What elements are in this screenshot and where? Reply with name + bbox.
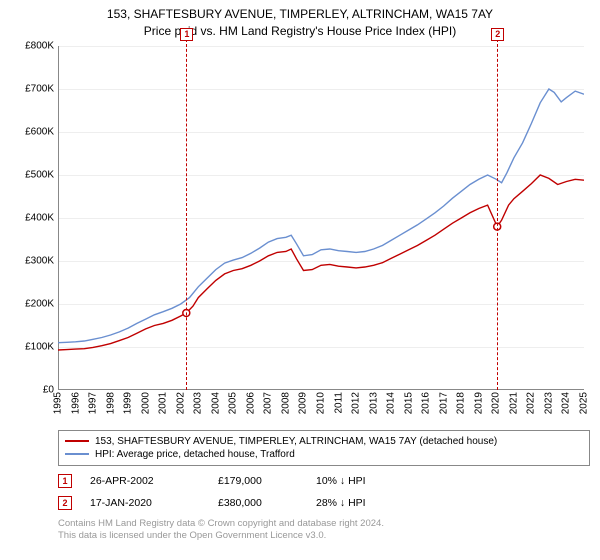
footer-line-2: This data is licensed under the Open Gov… — [58, 530, 590, 542]
x-tick-label: 2007 — [263, 392, 274, 414]
x-tick-label: 2010 — [316, 392, 327, 414]
event-number-box: 1 — [58, 474, 72, 488]
y-tick-label: £400K — [25, 212, 54, 223]
event-diff: 28% ↓ HPI — [316, 497, 366, 509]
legend-row: HPI: Average price, detached house, Traf… — [65, 448, 583, 461]
x-tick-label: 2005 — [228, 392, 239, 414]
legend-label: HPI: Average price, detached house, Traf… — [95, 449, 295, 460]
footer-line-1: Contains HM Land Registry data © Crown c… — [58, 518, 590, 530]
series-line — [58, 89, 584, 343]
event-date: 26-APR-2002 — [90, 475, 200, 487]
x-tick-label: 2021 — [508, 392, 519, 414]
x-tick-label: 2000 — [140, 392, 151, 414]
x-tick-label: 2011 — [333, 392, 344, 414]
footer: Contains HM Land Registry data © Crown c… — [58, 518, 590, 543]
legend-swatch — [65, 440, 89, 442]
x-axis: 1995199619971998199920002001200220032004… — [58, 390, 584, 424]
event-dash — [186, 34, 187, 390]
x-tick-label: 2001 — [158, 392, 169, 414]
y-tick-label: £300K — [25, 255, 54, 266]
x-tick-label: 2013 — [368, 392, 379, 414]
event-dash — [497, 34, 498, 390]
x-tick-label: 1997 — [88, 392, 99, 414]
y-axis: £0£100K£200K£300K£400K£500K£600K£700K£80… — [10, 46, 58, 390]
x-tick-label: 2023 — [543, 392, 554, 414]
x-tick-label: 1996 — [70, 392, 81, 414]
event-row: 2 17-JAN-2020 £380,000 28% ↓ HPI — [58, 496, 590, 510]
x-tick-label: 2008 — [280, 392, 291, 414]
event-diff: 10% ↓ HPI — [316, 475, 366, 487]
y-tick-label: £100K — [25, 341, 54, 352]
x-tick-label: 2004 — [210, 392, 221, 414]
x-tick-label: 2006 — [245, 392, 256, 414]
x-tick-label: 2017 — [438, 392, 449, 414]
x-tick-label: 2002 — [175, 392, 186, 414]
event-price: £179,000 — [218, 475, 298, 487]
event-price: £380,000 — [218, 497, 298, 509]
y-tick-label: £200K — [25, 298, 54, 309]
event-marker-box: 2 — [491, 28, 504, 41]
x-tick-label: 2014 — [386, 392, 397, 414]
legend-row: 153, SHAFTESBURY AVENUE, TIMPERLEY, ALTR… — [65, 435, 583, 448]
x-tick-label: 2009 — [298, 392, 309, 414]
legend-label: 153, SHAFTESBURY AVENUE, TIMPERLEY, ALTR… — [95, 436, 497, 447]
y-tick-label: £800K — [25, 40, 54, 51]
x-tick-label: 2015 — [403, 392, 414, 414]
legend-swatch — [65, 453, 89, 455]
event-date: 17-JAN-2020 — [90, 497, 200, 509]
x-tick-label: 2025 — [579, 392, 590, 414]
event-row: 1 26-APR-2002 £179,000 10% ↓ HPI — [58, 474, 590, 488]
x-tick-label: 2012 — [351, 392, 362, 414]
x-tick-label: 1999 — [123, 392, 134, 414]
x-tick-label: 1998 — [105, 392, 116, 414]
chart-area: £0£100K£200K£300K£400K£500K£600K£700K£80… — [10, 46, 590, 424]
y-tick-label: £500K — [25, 169, 54, 180]
x-tick-label: 2024 — [561, 392, 572, 414]
event-marker-box: 1 — [180, 28, 193, 41]
chart-title: 153, SHAFTESBURY AVENUE, TIMPERLEY, ALTR… — [0, 0, 600, 40]
x-tick-label: 2018 — [456, 392, 467, 414]
x-tick-label: 2020 — [491, 392, 502, 414]
event-number-box: 2 — [58, 496, 72, 510]
y-tick-label: £600K — [25, 126, 54, 137]
events-table: 1 26-APR-2002 £179,000 10% ↓ HPI 2 17-JAN-202… — [58, 474, 590, 510]
x-tick-label: 2022 — [526, 392, 537, 414]
x-tick-label: 2003 — [193, 392, 204, 414]
y-tick-label: £700K — [25, 83, 54, 94]
x-tick-label: 2019 — [473, 392, 484, 414]
legend: 153, SHAFTESBURY AVENUE, TIMPERLEY, ALTR… — [58, 430, 590, 466]
x-tick-label: 2016 — [421, 392, 432, 414]
title-line-2: Price paid vs. HM Land Registry's House … — [0, 23, 600, 40]
x-tick-label: 1995 — [53, 392, 64, 414]
chart-svg — [58, 46, 584, 390]
title-line-1: 153, SHAFTESBURY AVENUE, TIMPERLEY, ALTR… — [0, 6, 600, 23]
plot-region: 12 — [58, 46, 584, 390]
